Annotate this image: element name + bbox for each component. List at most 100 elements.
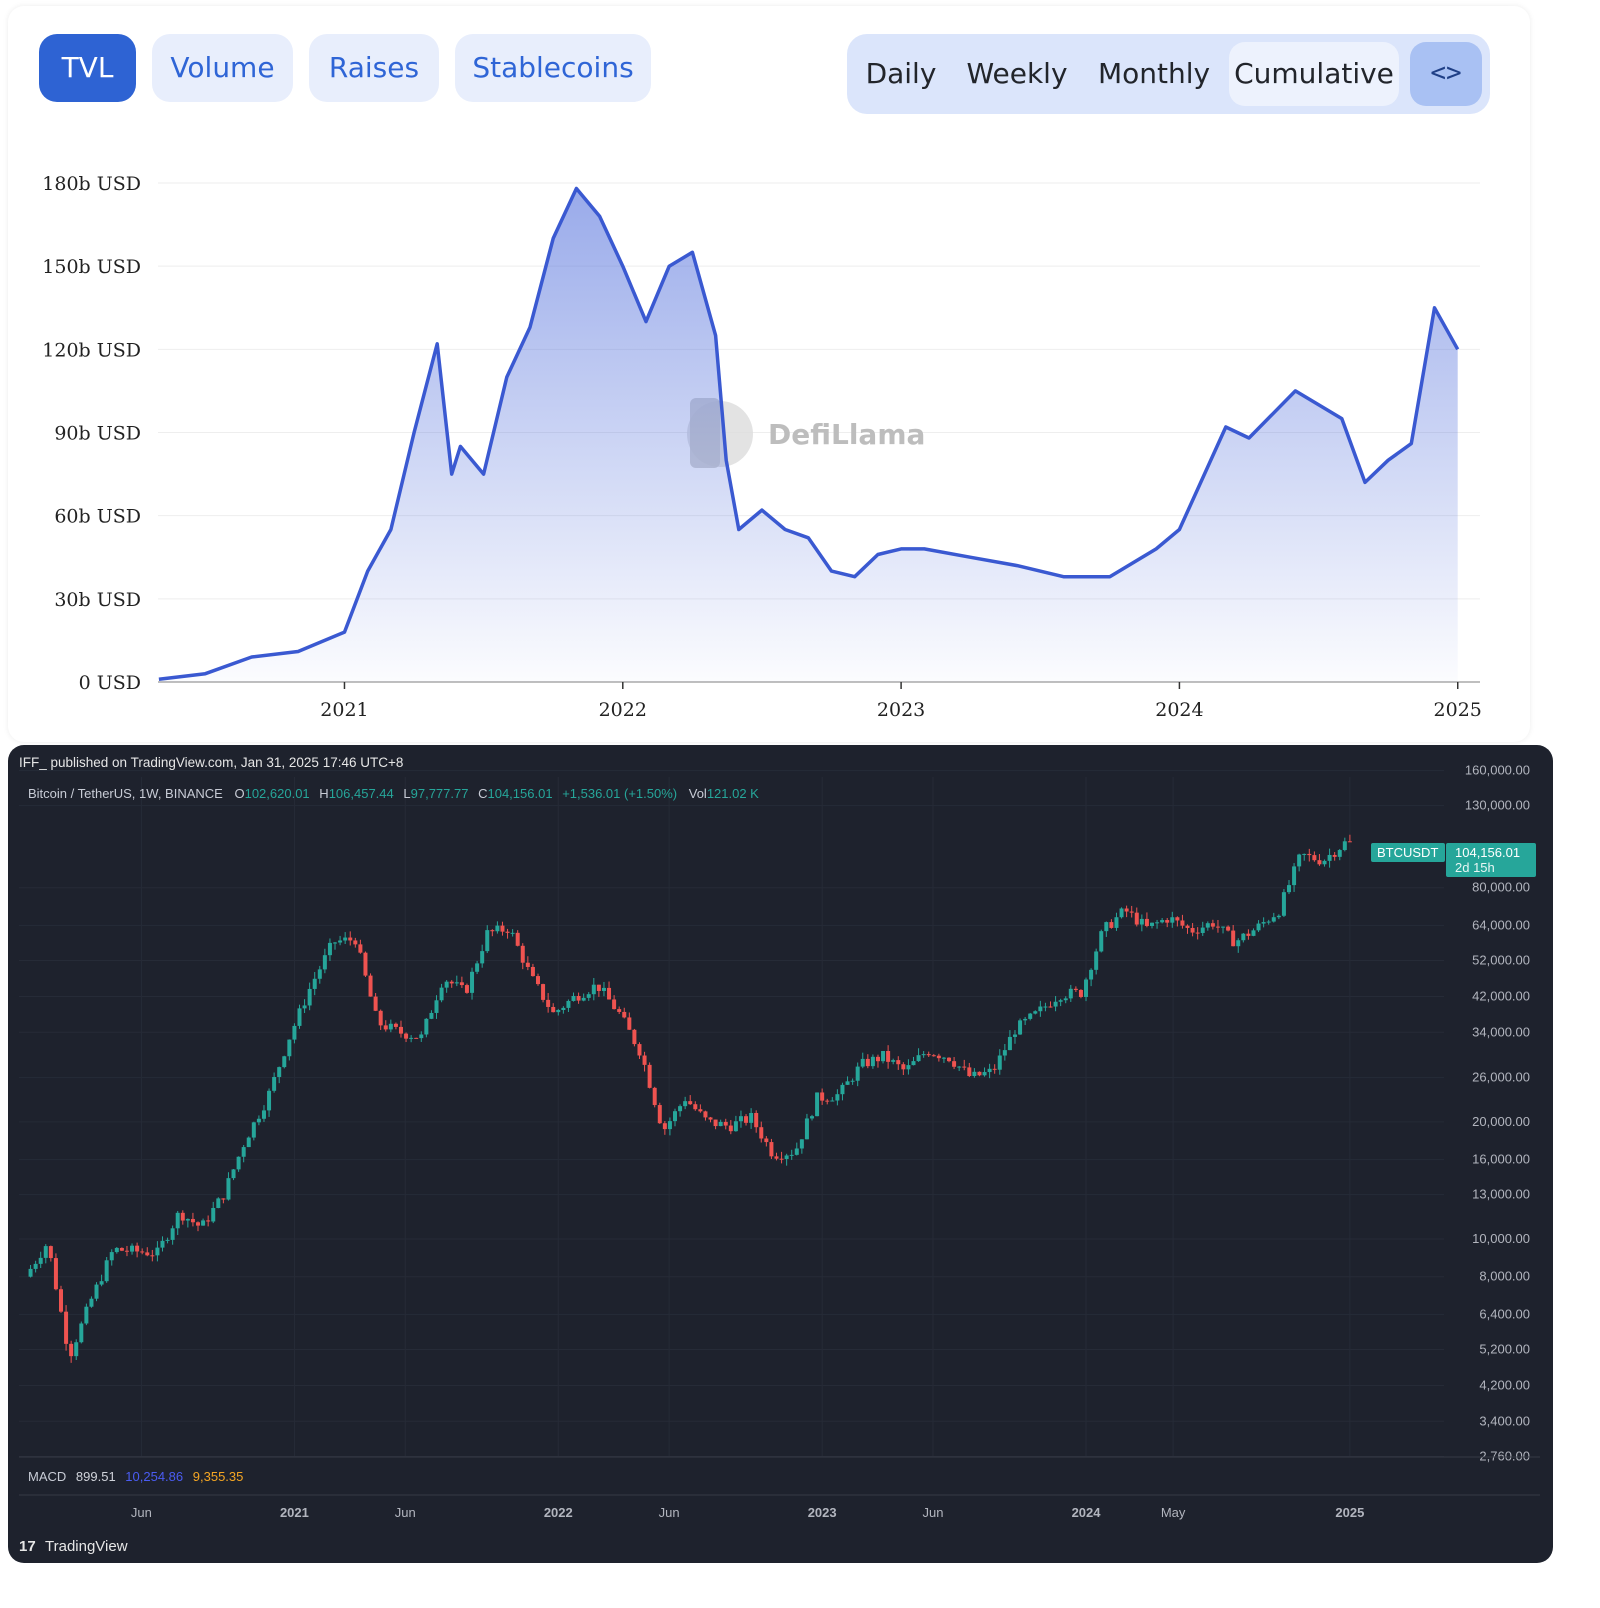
publisher-line: IFF_ published on TradingView.com, Jan 3… (19, 755, 403, 770)
candle-body (941, 1057, 946, 1059)
tvl-x-tick-label: 2022 (599, 699, 647, 721)
candle-body (1094, 951, 1099, 970)
candle-body (338, 940, 343, 943)
tab-stablecoins[interactable]: Stablecoins (455, 34, 651, 102)
candle-body (957, 1066, 962, 1068)
candle-body (1246, 933, 1251, 936)
candle-body (464, 985, 469, 993)
tv-x-tick-label: May (1161, 1505, 1186, 1520)
candle-body (678, 1106, 683, 1112)
candle-body (850, 1080, 855, 1082)
candle-body (799, 1139, 804, 1149)
candle-body (424, 1018, 429, 1035)
candle-body (43, 1246, 48, 1258)
candle-body (987, 1068, 992, 1073)
period-daily[interactable]: Daily (865, 57, 937, 90)
candle-body (104, 1260, 109, 1282)
tv-y-tick-label: 16,000.00 (1472, 1152, 1530, 1167)
btc-candlestick-chart: IFF_ published on TradingView.com, Jan 3… (19, 755, 1540, 1555)
candle-body (419, 1034, 424, 1039)
candle-body (576, 995, 581, 1001)
candle-body (749, 1112, 754, 1123)
tv-y-tick-label: 8,000.00 (1479, 1269, 1530, 1284)
symbol-tag: BTCUSDT (1377, 845, 1438, 860)
candle-body (860, 1058, 865, 1067)
candle-body (454, 982, 459, 984)
candle-body (931, 1055, 936, 1057)
candle-body (997, 1055, 1002, 1070)
tv-y-tick-label: 26,000.00 (1472, 1070, 1530, 1085)
candle-body (825, 1100, 830, 1102)
period-weekly[interactable]: Weekly (966, 57, 1068, 90)
candle-body (571, 995, 576, 1001)
candle-body (723, 1121, 728, 1126)
candle-body (1261, 922, 1266, 924)
candle-body (1205, 923, 1210, 928)
candle-body (921, 1054, 926, 1056)
candle-body (1266, 921, 1271, 923)
macd-histogram-value: 899.51 (76, 1469, 116, 1484)
tvl-y-tick-label: 120b USD (42, 339, 141, 361)
candle-body (870, 1056, 875, 1067)
candle-body (1109, 922, 1114, 928)
candle-body (1053, 1001, 1058, 1007)
candle-body (490, 930, 495, 932)
candle-body (1078, 989, 1083, 997)
tab-raises[interactable]: Raises (309, 34, 439, 102)
candle-body (211, 1207, 216, 1222)
candle-body (1058, 1000, 1063, 1002)
candle-body (1347, 841, 1352, 843)
period-monthly[interactable]: Monthly (1097, 57, 1211, 90)
candle-body (794, 1148, 799, 1155)
candle-body (530, 966, 535, 977)
candle-body (1226, 926, 1231, 931)
candle-body (343, 937, 348, 941)
tv-x-tick-label: Jun (659, 1505, 680, 1520)
open-label: O (234, 786, 244, 801)
candle-body (612, 999, 617, 1010)
candles-group (28, 834, 1352, 1363)
candle-body (936, 1055, 941, 1059)
candle-body (124, 1250, 129, 1252)
tab-volume[interactable]: Volume (152, 34, 293, 102)
candle-body (297, 1008, 302, 1026)
candle-body (363, 952, 368, 976)
period-cumulative[interactable]: Cumulative (1229, 42, 1399, 106)
candle-body (292, 1025, 297, 1040)
candle-body (947, 1057, 952, 1062)
candle-body (495, 925, 500, 932)
candle-body (1002, 1050, 1007, 1056)
candle-body (505, 931, 510, 933)
tradingview-brand: 17 TradingView (19, 1538, 128, 1555)
candle-body (627, 1017, 632, 1030)
tv-y-tick-label: 130,000.00 (1465, 798, 1530, 813)
candle-body (312, 978, 317, 989)
candle-body (1038, 1006, 1043, 1012)
tv-x-tick-label: Jun (131, 1505, 152, 1520)
tradingview-card: IFF_ published on TradingView.com, Jan 3… (8, 745, 1553, 1563)
candle-body (59, 1289, 64, 1312)
candle-body (1221, 926, 1226, 928)
candle-body (94, 1284, 99, 1299)
candle-body (972, 1071, 977, 1077)
candle-body (617, 1009, 622, 1012)
candle-body (1018, 1020, 1023, 1035)
tvl-area-fill (158, 188, 1458, 682)
embed-code-button[interactable]: <> (1410, 42, 1482, 106)
tv-y-tick-label: 42,000.00 (1472, 989, 1530, 1004)
candle-body (657, 1105, 662, 1124)
candle-body (784, 1155, 789, 1160)
candle-body (185, 1218, 190, 1221)
candle-body (581, 997, 586, 1001)
candle-body (226, 1178, 231, 1200)
candle-body (373, 996, 378, 1011)
candle-body (601, 987, 606, 991)
candle-body (1023, 1018, 1028, 1021)
candle-body (688, 1101, 693, 1105)
candle-body (256, 1118, 261, 1123)
tv-y-tick-label: 160,000.00 (1465, 763, 1530, 778)
candle-body (1200, 927, 1205, 933)
tab-tvl[interactable]: TVL (39, 34, 136, 102)
candle-body (378, 1010, 383, 1026)
low-value: 97,777.77 (411, 786, 469, 801)
